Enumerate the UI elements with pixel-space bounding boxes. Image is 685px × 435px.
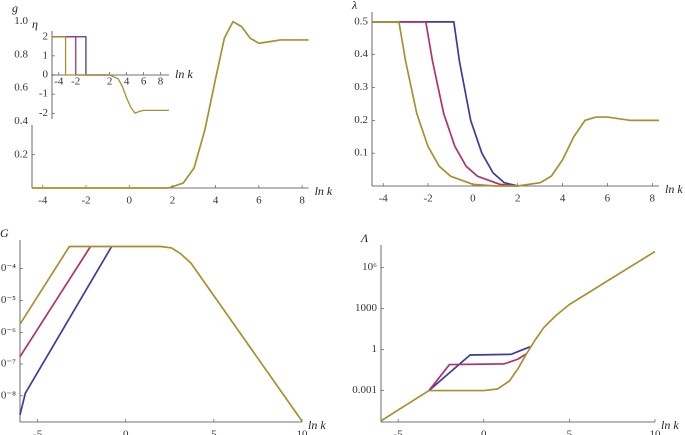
y-axis-label: λ bbox=[351, 0, 357, 12]
y-axis-label: η bbox=[32, 17, 38, 31]
y-tick-label: 0.2 bbox=[354, 114, 368, 126]
x-tick-label: -5 bbox=[394, 429, 404, 435]
x-tick-label: 4 bbox=[124, 76, 130, 88]
y-tick-label: 0.8 bbox=[14, 48, 28, 60]
x-tick-label: -2 bbox=[81, 195, 90, 207]
x-tick-label: 5 bbox=[567, 429, 573, 435]
y-tick-label: 0.3 bbox=[354, 81, 368, 93]
x-tick-label: -4 bbox=[379, 193, 389, 205]
y-axis-label: Λ bbox=[360, 231, 369, 245]
series-line bbox=[32, 20, 309, 189]
x-axis-label: ln k bbox=[665, 182, 683, 196]
y-tick-label: 1 bbox=[372, 343, 378, 355]
y-tick-label: 1.0 bbox=[14, 15, 28, 27]
y-axis-label: G bbox=[0, 226, 9, 240]
y-tick-label: 10⁻⁷ bbox=[0, 358, 16, 370]
x-tick-label: 0 bbox=[481, 429, 487, 435]
x-tick-label: 4 bbox=[213, 195, 219, 207]
x-tick-label: 10 bbox=[297, 429, 309, 435]
x-tick-label: 10 bbox=[650, 429, 662, 435]
x-tick-label: 8 bbox=[158, 76, 164, 88]
series-line bbox=[19, 245, 303, 422]
y-tick-label: 0 bbox=[43, 69, 49, 81]
x-axis-label: ln k bbox=[175, 67, 193, 81]
panel: -5 0 5 10 10⁻⁸ 10⁻⁷ 10⁻⁶ 10⁻⁵ 10⁻⁴ ln k G bbox=[0, 226, 326, 435]
y-tick-label: 10⁻⁵ bbox=[0, 294, 16, 306]
series-line bbox=[372, 21, 518, 187]
series-line bbox=[52, 36, 169, 114]
x-axis-label: ln k bbox=[308, 418, 326, 432]
x-axis-label: ln k bbox=[661, 418, 679, 432]
x-tick-label: 2 bbox=[170, 195, 176, 207]
series-line bbox=[380, 250, 656, 422]
x-tick-label: -2 bbox=[423, 193, 432, 205]
series-line bbox=[428, 345, 531, 392]
y-tick-label: 0.4 bbox=[14, 115, 28, 127]
series-line bbox=[428, 352, 528, 392]
series-line bbox=[372, 21, 659, 187]
panel: -4 -2 0 2 4 6 80.20.40.60.81.0ln kg bbox=[12, 1, 333, 207]
inset-background bbox=[30, 13, 197, 125]
y-tick-label: 0.4 bbox=[354, 48, 368, 60]
x-tick-label: 6 bbox=[605, 193, 611, 205]
y-tick-label: 1000 bbox=[355, 302, 378, 314]
x-tick-label: -4 bbox=[54, 76, 64, 88]
x-tick-label: 0 bbox=[123, 429, 129, 435]
y-tick-label: 0.1 bbox=[354, 147, 368, 159]
x-tick-label: 8 bbox=[650, 193, 656, 205]
series-line bbox=[372, 21, 518, 187]
y-tick-label: 1 bbox=[43, 49, 49, 61]
y-tick-label: 0.2 bbox=[14, 148, 28, 160]
x-tick-label: 6 bbox=[256, 195, 262, 207]
panel: -4 -2 0 2 4 6 8 0.1 0.2 0.3 0.4 0.5 ln k λ bbox=[351, 0, 683, 205]
series-line bbox=[19, 246, 113, 416]
x-tick-label: 4 bbox=[560, 193, 566, 205]
x-tick-label: 2 bbox=[515, 193, 521, 205]
y-tick-label: 10⁶ bbox=[362, 261, 377, 273]
y-tick-label: 10⁻⁸ bbox=[0, 389, 16, 401]
y-axis-label: g bbox=[12, 1, 18, 15]
x-tick-label: 0 bbox=[126, 195, 132, 207]
x-tick-label: -4 bbox=[38, 195, 48, 207]
x-tick-label: -2 bbox=[71, 76, 80, 88]
x-axis-label: ln k bbox=[315, 184, 333, 198]
x-tick-label: 2 bbox=[107, 76, 113, 88]
y-tick-label: -2 bbox=[39, 107, 48, 119]
x-tick-label: 5 bbox=[211, 429, 217, 435]
y-tick-label: 0.6 bbox=[14, 82, 28, 94]
y-tick-label: -1 bbox=[39, 88, 48, 100]
series-line bbox=[19, 246, 92, 358]
y-tick-label: 10⁻⁴ bbox=[0, 262, 16, 274]
x-tick-label: 6 bbox=[141, 76, 147, 88]
y-tick-label: 2 bbox=[43, 30, 49, 42]
y-tick-label: 0.001 bbox=[352, 384, 377, 396]
y-tick-label: 0.5 bbox=[354, 15, 368, 27]
x-tick-label: 0 bbox=[470, 193, 476, 205]
x-tick-label: 8 bbox=[299, 195, 305, 207]
x-tick-label: -5 bbox=[33, 429, 43, 435]
panel: -5 0 5 10 0.001 1 1000 10⁶ ln k Λ bbox=[352, 231, 679, 435]
y-tick-label: 10⁻⁶ bbox=[0, 326, 16, 338]
